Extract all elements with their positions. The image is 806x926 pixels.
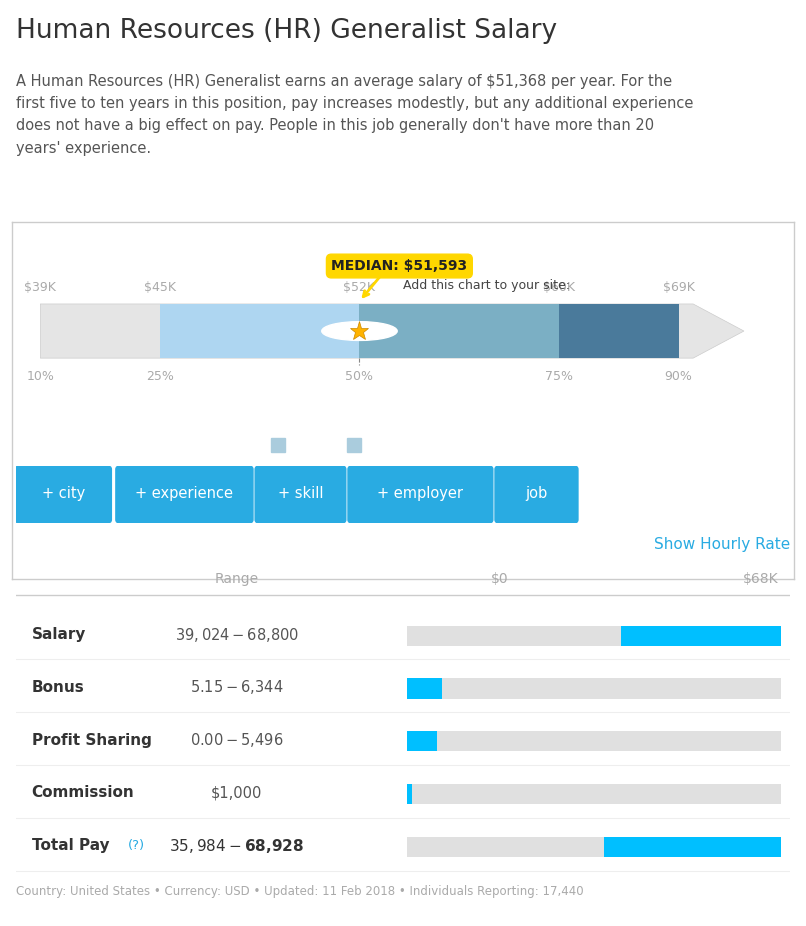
Text: + experience: + experience bbox=[135, 486, 234, 501]
Bar bbox=[407, 679, 442, 698]
Text: Profit Sharing: Profit Sharing bbox=[31, 732, 152, 747]
Bar bbox=[407, 837, 780, 857]
Bar bbox=[407, 679, 780, 698]
Bar bbox=[407, 732, 437, 751]
Text: 90%: 90% bbox=[665, 369, 692, 382]
Bar bbox=[407, 784, 413, 804]
Text: Total Pay: Total Pay bbox=[31, 838, 110, 853]
Text: (?): (?) bbox=[128, 839, 145, 852]
Text: $39,024 - $68,800: $39,024 - $68,800 bbox=[175, 626, 299, 644]
Text: Salary: Salary bbox=[31, 627, 86, 642]
Text: Human Resources (HR) Generalist Salary: Human Resources (HR) Generalist Salary bbox=[16, 19, 557, 44]
Text: MEDIAN: $51,593: MEDIAN: $51,593 bbox=[331, 259, 467, 273]
Text: $5.15 - $6,344: $5.15 - $6,344 bbox=[190, 679, 284, 696]
Bar bbox=[621, 626, 780, 645]
Text: Country: United States • Currency: USD • Updated: 11 Feb 2018 • Individuals Repo: Country: United States • Currency: USD •… bbox=[16, 885, 584, 898]
Text: + employer: + employer bbox=[377, 486, 463, 501]
Text: $69K: $69K bbox=[663, 281, 695, 294]
Text: 50%: 50% bbox=[346, 369, 373, 382]
Text: 10%: 10% bbox=[27, 369, 54, 382]
Text: $0: $0 bbox=[491, 572, 509, 586]
Text: Show Hourly Rate: Show Hourly Rate bbox=[654, 537, 790, 552]
Bar bbox=[160, 304, 359, 358]
Text: $52K: $52K bbox=[343, 281, 376, 294]
Bar bbox=[359, 304, 559, 358]
Polygon shape bbox=[40, 304, 744, 358]
Text: Bonus: Bonus bbox=[31, 680, 85, 694]
Bar bbox=[559, 304, 679, 358]
Text: $68K: $68K bbox=[742, 572, 779, 586]
Text: job: job bbox=[526, 486, 547, 501]
FancyBboxPatch shape bbox=[115, 465, 254, 524]
Text: 75%: 75% bbox=[545, 369, 573, 382]
FancyBboxPatch shape bbox=[255, 465, 347, 524]
Text: Commission: Commission bbox=[31, 785, 135, 800]
Text: $39K: $39K bbox=[24, 281, 56, 294]
FancyBboxPatch shape bbox=[347, 465, 493, 524]
Text: 25%: 25% bbox=[146, 369, 174, 382]
Text: $1,000: $1,000 bbox=[211, 785, 262, 800]
FancyBboxPatch shape bbox=[15, 465, 112, 524]
FancyBboxPatch shape bbox=[494, 465, 579, 524]
Text: $0.00 - $5,496: $0.00 - $5,496 bbox=[190, 732, 284, 749]
Text: $60K: $60K bbox=[543, 281, 575, 294]
Circle shape bbox=[322, 321, 397, 341]
Text: Range: Range bbox=[214, 572, 259, 586]
Text: A Human Resources (HR) Generalist earns an average salary of $51,368 per year. F: A Human Resources (HR) Generalist earns … bbox=[16, 74, 693, 156]
Bar bbox=[407, 732, 780, 751]
Bar bbox=[407, 784, 780, 804]
Text: $35,984 - $68,928: $35,984 - $68,928 bbox=[169, 837, 304, 855]
Bar bbox=[407, 626, 780, 645]
Text: Add this chart to your site:: Add this chart to your site: bbox=[403, 279, 570, 292]
Text: $45K: $45K bbox=[144, 281, 176, 294]
Text: + city: + city bbox=[42, 486, 85, 501]
Bar bbox=[604, 837, 780, 857]
Text: + skill: + skill bbox=[278, 486, 323, 501]
